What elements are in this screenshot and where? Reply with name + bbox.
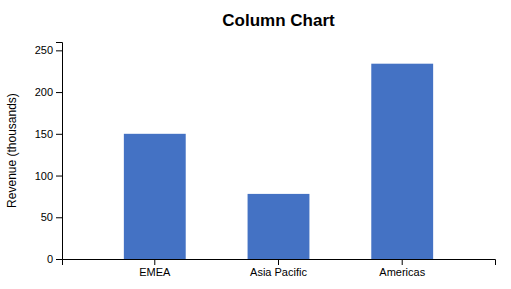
y-tick: 150: [35, 128, 62, 140]
y-tick-label: 250: [35, 44, 53, 56]
chart: 0 50 100 150 200 250 EMEA Asia Pacific Americas C…: [0, 0, 511, 289]
y-tick-label: 100: [35, 170, 53, 182]
y-axis: 0 50 100 150 200 250: [35, 43, 63, 266]
title: Column Chart: [222, 11, 335, 30]
y-axis-line: [56, 43, 63, 260]
x-axis: EMEA Asia Pacific Americas: [63, 259, 496, 278]
y-tick-mark: [56, 50, 62, 51]
y-tick: 0: [47, 253, 62, 265]
x-tick-mark: [402, 259, 403, 265]
x-tick-mark: [154, 259, 155, 265]
y-tick: 200: [35, 86, 62, 98]
y-tick: 50: [41, 211, 62, 223]
y-tick-mark: [56, 259, 62, 260]
x-tick-mark: [278, 259, 279, 265]
y-tick-mark: [56, 217, 62, 218]
x-tick-label: Asia Pacific: [250, 266, 307, 278]
y-tick-mark: [56, 92, 62, 93]
plot-area: 0 50 100 150 200 250 EMEA Asia Pacific Americas: [35, 43, 496, 278]
bar: [371, 64, 433, 259]
y-tick-label: 50: [41, 211, 53, 223]
x-tick-label: Americas: [379, 266, 425, 278]
y-tick: 250: [35, 44, 62, 56]
bars: [124, 64, 433, 259]
y-axis-title: Revenue (thousands): [5, 93, 19, 208]
y-tick-label: 150: [35, 128, 53, 140]
y-tick-mark: [56, 134, 62, 135]
y-tick-label: 200: [35, 86, 53, 98]
x-tick-label: EMEA: [139, 266, 171, 278]
y-tick-label: 0: [47, 253, 53, 265]
y-tick-mark: [56, 176, 62, 177]
bar: [248, 194, 310, 259]
x-tick: Americas: [379, 259, 425, 278]
x-tick: Asia Pacific: [250, 259, 307, 278]
x-tick: EMEA: [139, 259, 171, 278]
bar: [124, 134, 186, 259]
y-tick: 100: [35, 170, 62, 182]
x-axis-line: [63, 260, 496, 266]
